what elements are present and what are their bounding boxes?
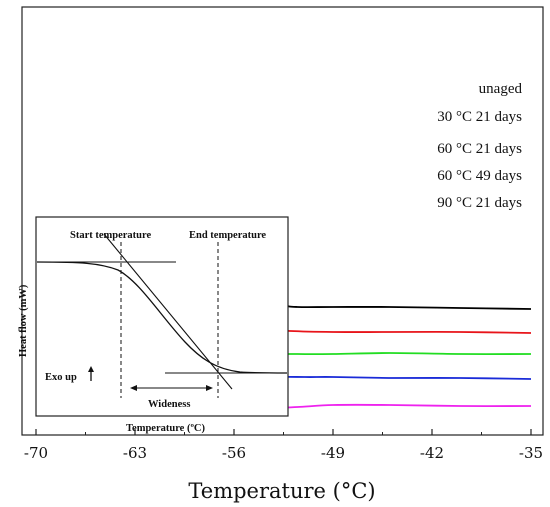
series-labels: unaged 30 °C 21 days 60 °C 21 days 60 °C 49… <box>437 81 522 211</box>
x-tick-label: -42 <box>420 444 444 462</box>
inset-end-label: End temperature <box>189 230 266 241</box>
inset-x-title: Temperature (ºC) <box>126 423 205 434</box>
inset-frame <box>35 216 289 417</box>
inset-exo-arrowhead <box>88 366 94 372</box>
series-label-1: unaged <box>479 81 523 97</box>
x-tick-label: -49 <box>321 444 345 462</box>
x-axis-ticks: -70 -63 -56 -49 -42 -35 <box>24 429 543 462</box>
inset-arrowhead-right <box>206 385 213 391</box>
inset-y-title: Heat flow (mW) <box>18 284 29 357</box>
series-label-3: 60 °C 21 days <box>437 141 522 157</box>
inset-exo-label: Exo up <box>45 372 77 383</box>
series-label-5: 90 °C 21 days <box>437 195 522 211</box>
inset-arrowhead-left <box>130 385 137 391</box>
inset-wideness-label: Wideness <box>148 399 190 410</box>
x-tick-label: -70 <box>24 444 48 462</box>
x-axis-title: Temperature (°C) <box>188 479 375 503</box>
inset-start-label: Start temperature <box>70 230 151 241</box>
inset-transition-curve <box>36 261 288 374</box>
x-tick-label: -63 <box>123 444 147 462</box>
plot-frame <box>21 6 544 436</box>
series-label-4: 60 °C 49 days <box>437 168 522 184</box>
x-tick-label: -35 <box>519 444 543 462</box>
x-tick-label: -56 <box>222 444 246 462</box>
inset-schematic: Start temperature End temperature Widene… <box>18 216 289 434</box>
series-label-2: 30 °C 21 days <box>437 109 522 125</box>
